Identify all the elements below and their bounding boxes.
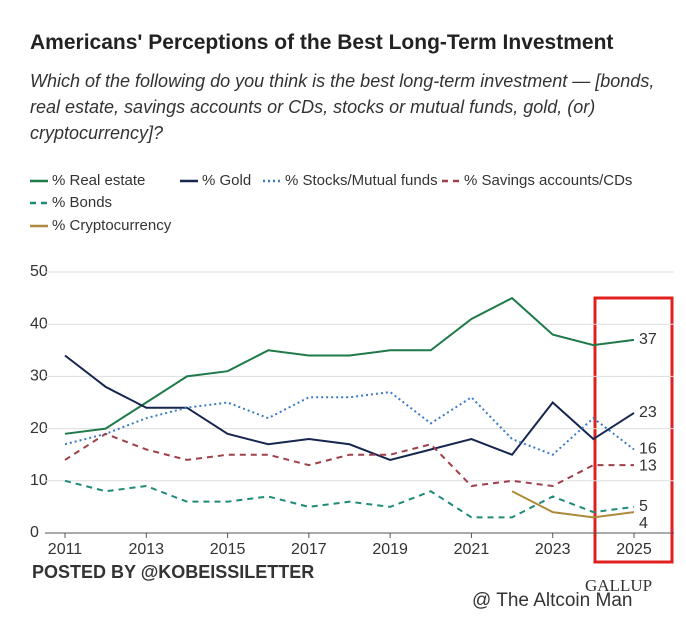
legend-label: % Stocks/Mutual funds: [285, 172, 438, 189]
x-tick-label: 2019: [372, 541, 408, 558]
series-line: [64, 354, 635, 461]
end-label: 4: [639, 515, 648, 532]
end-label: 13: [639, 458, 657, 475]
y-tick-label: 0: [30, 524, 39, 541]
watermark: @ The Altcoin Man: [472, 590, 632, 611]
y-tick-label: 30: [30, 368, 48, 385]
source-logo: GALLUP: [585, 576, 652, 595]
x-tick-label: 2017: [291, 541, 327, 558]
end-label: 5: [639, 498, 648, 515]
x-tick-label: 2025: [616, 541, 652, 558]
y-tick-label: 10: [30, 472, 48, 489]
x-tick-label: 2021: [454, 541, 490, 558]
y-tick-label: 40: [30, 315, 48, 332]
series-line: [511, 490, 635, 519]
x-tick-label: 2013: [128, 541, 164, 558]
x-tick-label: 2023: [535, 541, 571, 558]
x-tick-label: 2015: [210, 541, 246, 558]
series-line: [64, 391, 635, 456]
y-tick-label: 20: [30, 420, 48, 437]
legend-label: % Cryptocurrency: [52, 217, 172, 234]
chart-subtitle: Which of the following do you think is t…: [30, 71, 655, 143]
series-line: [64, 432, 634, 488]
series-line: [64, 296, 635, 435]
x-tick-label: 2011: [48, 541, 83, 558]
end-label: 16: [639, 441, 657, 458]
legend-label: % Gold: [202, 172, 251, 189]
chart-title: Americans' Perceptions of the Best Long-…: [30, 31, 614, 54]
watermark: POSTED BY @KOBEISSILETTER: [32, 562, 314, 582]
end-label: 23: [639, 404, 657, 421]
legend-label: % Bonds: [52, 194, 112, 211]
legend-label: % Savings accounts/CDs: [464, 172, 632, 189]
series-line: [64, 479, 635, 519]
legend-label: % Real estate: [52, 172, 145, 189]
highlight-box: [593, 296, 674, 564]
end-label: 37: [639, 331, 657, 348]
y-tick-label: 50: [30, 263, 48, 280]
